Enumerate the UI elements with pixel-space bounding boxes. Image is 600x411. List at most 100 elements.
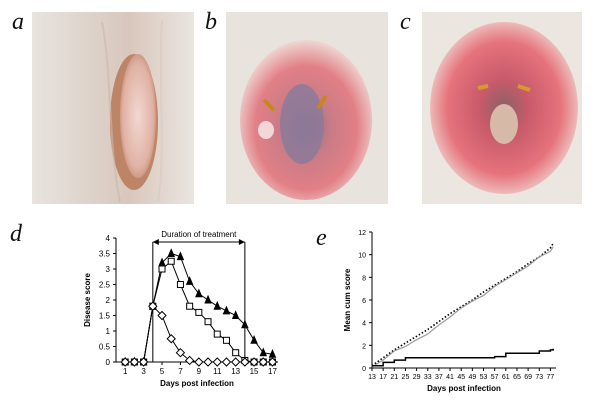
y-axis-label: Mean cum score xyxy=(343,268,352,331)
triangle-marker xyxy=(176,251,185,261)
y-tick-label: 10 xyxy=(358,253,366,260)
triangle-marker xyxy=(268,348,277,358)
diamond-marker xyxy=(230,357,241,367)
series-line-solid-black xyxy=(372,348,554,367)
square-marker xyxy=(186,302,194,310)
diamond-marker xyxy=(129,357,140,367)
series-square xyxy=(121,257,276,366)
x-tick-label: 69 xyxy=(524,374,532,381)
y-tick-label: 2.5 xyxy=(99,281,111,290)
x-tick-label: 33 xyxy=(424,374,432,381)
series-triangle xyxy=(121,248,277,366)
y-tick-label: 12 xyxy=(358,230,366,237)
x-tick-label: 3 xyxy=(141,367,146,376)
treatment-arrowhead-right xyxy=(238,239,245,245)
x-tick-label: 49 xyxy=(468,374,476,381)
photo-panel-c xyxy=(422,12,582,204)
y-tick-label: 3 xyxy=(106,265,111,274)
triangle-marker xyxy=(158,257,166,267)
series-line-triangle xyxy=(125,252,273,363)
y-tick-label: 4 xyxy=(106,234,111,243)
x-tick-label: 57 xyxy=(491,374,499,381)
triangle-marker xyxy=(213,300,222,310)
x-tick-label: 1 xyxy=(123,367,128,376)
x-tick-label: 73 xyxy=(535,374,543,381)
square-marker xyxy=(232,349,240,357)
panel-letter-e: e xyxy=(316,225,327,251)
diamond-marker xyxy=(212,357,222,367)
y-tick-label: 0.5 xyxy=(99,343,111,352)
panel-letter-c: c xyxy=(400,9,411,35)
x-tick-label: 29 xyxy=(413,374,421,381)
square-marker xyxy=(195,308,203,316)
series-line-dotted xyxy=(371,242,554,367)
x-tick-label: 77 xyxy=(547,374,555,381)
triangle-marker xyxy=(222,305,231,315)
x-tick-label: 11 xyxy=(213,367,222,376)
diamond-marker xyxy=(166,334,176,344)
photo-panel-b xyxy=(226,12,388,204)
triangle-marker xyxy=(204,294,212,304)
square-marker xyxy=(158,265,166,273)
x-axis-label: Days post infection xyxy=(160,379,234,388)
y-tick-label: 0 xyxy=(362,366,366,373)
diamond-marker xyxy=(157,310,167,321)
diamond-marker xyxy=(258,357,268,367)
y-axis-label: Disease score xyxy=(83,273,92,327)
diamond-marker xyxy=(240,357,250,367)
x-tick-label: 9 xyxy=(197,367,202,376)
x-tick-label: 53 xyxy=(480,374,488,381)
mean-cum-score-chart: 0 2 4 6 8 10 12 13 17 21 25 29 33 37 41 45 49 53 57 61 65 69 7… xyxy=(320,222,560,406)
y-tick-label: 3.5 xyxy=(99,250,111,259)
y-tick-label: 2 xyxy=(106,296,111,305)
square-marker xyxy=(204,318,212,326)
treatment-arrowhead-left xyxy=(152,239,159,245)
diamond-marker xyxy=(249,357,259,367)
treatment-annotation: Duration of treatment xyxy=(161,230,237,239)
y-tick-label: 0 xyxy=(106,358,111,367)
panel-letter-b: b xyxy=(205,9,217,35)
y-tick-label: 4 xyxy=(362,321,366,328)
triangle-marker xyxy=(250,335,258,344)
square-marker xyxy=(176,281,184,288)
y-tick-label: 8 xyxy=(362,275,366,282)
triangle-marker xyxy=(259,347,268,357)
disease-score-chart: 0 0.5 1 1.5 2 2.5 3 3.5 4 1 3 5 7 9 11 13 15 17 Days post … xyxy=(60,222,300,406)
diamond-marker xyxy=(203,357,213,367)
diamond-marker xyxy=(148,301,158,311)
x-tick-label: 7 xyxy=(178,367,183,376)
panel-letter-a: a xyxy=(12,9,24,35)
triangle-marker xyxy=(167,248,175,257)
y-tick-label: 1.5 xyxy=(99,312,111,321)
x-tick-label: 61 xyxy=(502,374,510,381)
diamond-marker xyxy=(194,357,204,367)
y-tick-label: 1 xyxy=(106,327,111,336)
square-marker xyxy=(213,330,221,338)
diamond-marker xyxy=(267,357,278,367)
x-tick-label: 37 xyxy=(435,374,443,381)
x-tick-label: 17 xyxy=(268,367,277,376)
y-tick-label: 6 xyxy=(362,298,366,305)
diamond-marker xyxy=(120,357,130,367)
photo-panel-a xyxy=(32,12,194,204)
x-tick-label: 45 xyxy=(457,374,465,381)
square-marker xyxy=(167,257,175,265)
x-tick-label: 15 xyxy=(250,367,259,376)
x-tick-label: 41 xyxy=(446,374,454,381)
panel-letter-d: d xyxy=(10,221,22,247)
x-tick-label: 17 xyxy=(379,374,387,381)
x-tick-label: 13 xyxy=(231,367,240,376)
diamond-marker xyxy=(175,347,186,358)
triangle-marker xyxy=(241,319,249,329)
triangle-marker xyxy=(195,288,203,298)
x-axis-label: Days post infection xyxy=(427,384,501,393)
x-tick-label: 65 xyxy=(513,374,521,381)
x-tick-label: 5 xyxy=(160,367,165,376)
triangle-marker xyxy=(185,276,194,285)
x-tick-label: 13 xyxy=(368,374,376,381)
square-marker xyxy=(222,336,230,344)
x-tick-label: 21 xyxy=(390,374,398,381)
series-line-grey-step xyxy=(371,246,554,368)
x-tick-label: 25 xyxy=(402,374,410,381)
y-tick-label: 2 xyxy=(362,343,366,350)
